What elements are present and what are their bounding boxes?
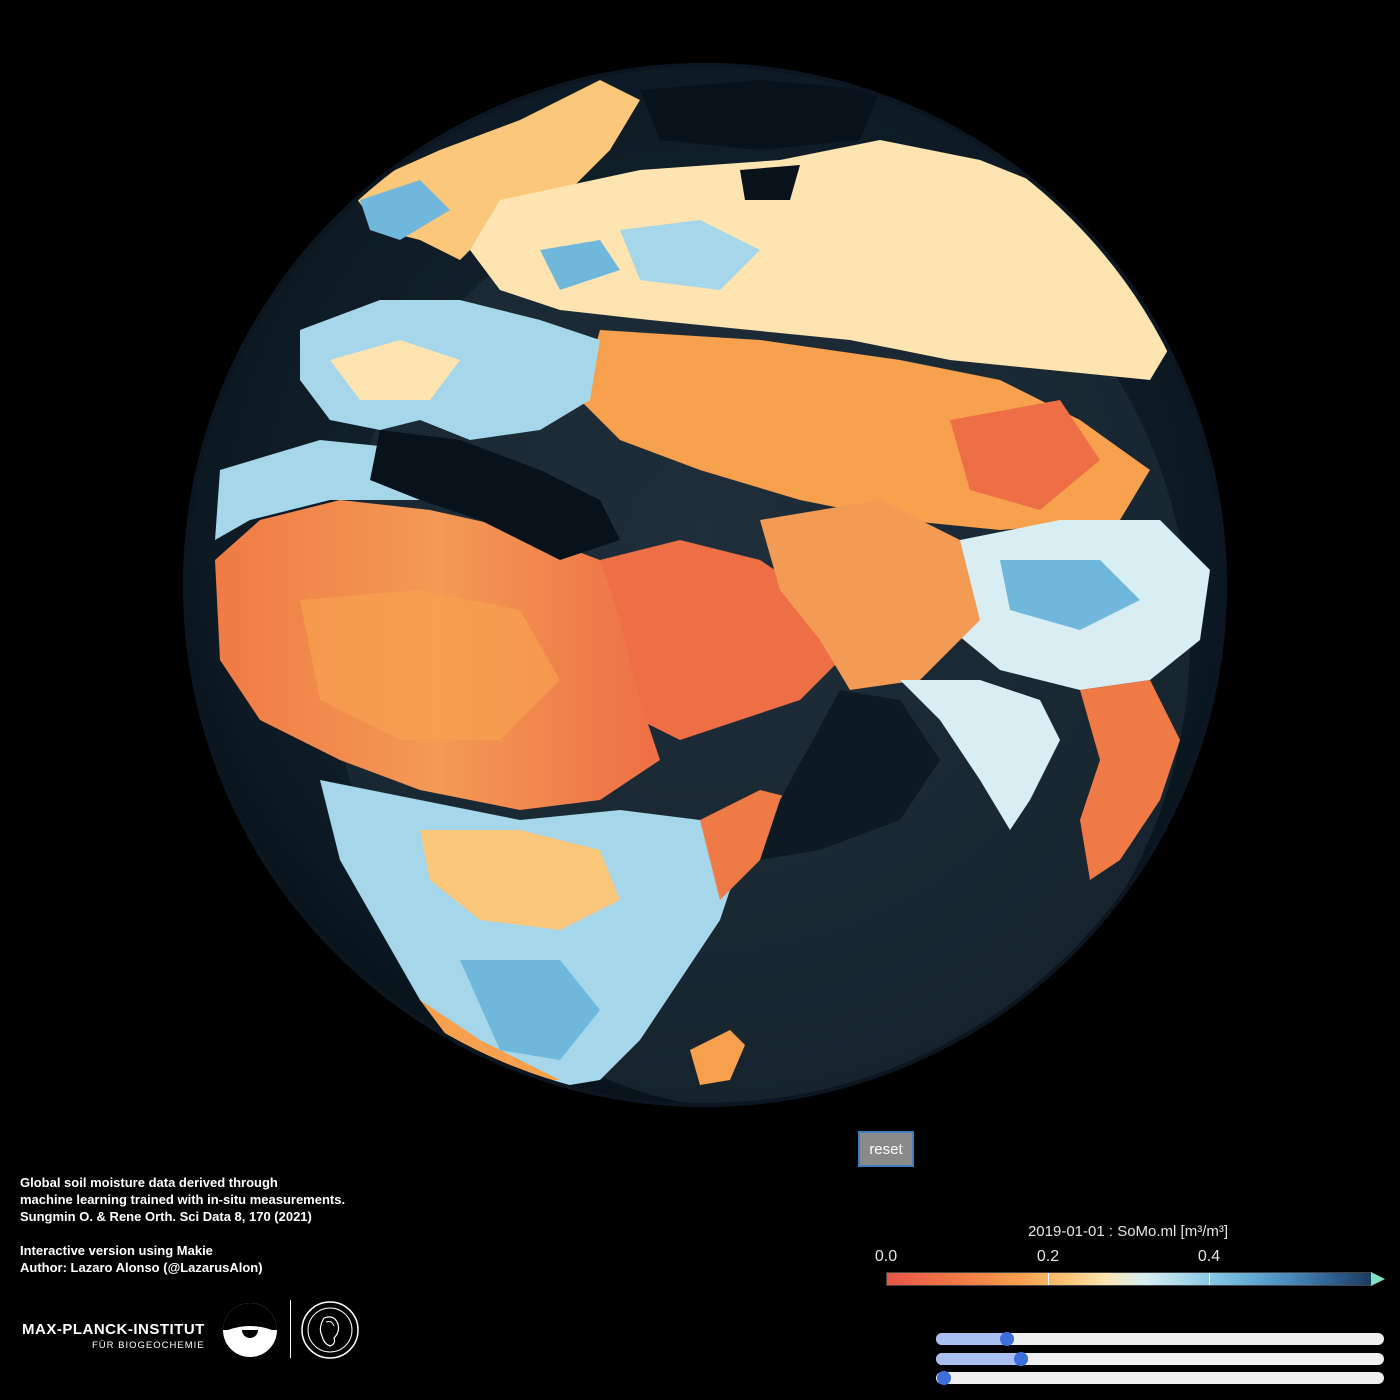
land-madagascar	[690, 1030, 745, 1085]
colorbar-tick-label: 0.0	[874, 1248, 898, 1265]
slider-knob[interactable]	[1013, 1352, 1028, 1366]
credits-line: Sungmin O. & Rene Orth. Sci Data 8, 170 …	[20, 1209, 312, 1224]
colorbar	[886, 1272, 1372, 1286]
logo-divider	[290, 1300, 291, 1358]
colorbar-title: 2019-01-01 : SoMo.ml [m³/m³]	[1027, 1223, 1229, 1240]
credits-line: Interactive version using Makie	[20, 1243, 213, 1258]
land-africa-south	[320, 780, 740, 1090]
colorbar-tick-label: 0.4	[1197, 1248, 1221, 1265]
mpi-logo-sub: FÜR BIOGEOCHEMIE	[92, 1340, 205, 1351]
credits-line: Global soil moisture data derived throug…	[20, 1175, 278, 1190]
minerva-seal-icon	[301, 1301, 359, 1359]
land-india	[900, 680, 1060, 830]
slider-1[interactable]	[936, 1332, 1384, 1346]
slider-3[interactable]	[936, 1371, 1384, 1385]
credits-text: Global soil moisture data derived throug…	[20, 1174, 345, 1276]
colorbar-tick-label: 0.2	[1036, 1248, 1060, 1265]
colorbar-tick	[1209, 1273, 1210, 1285]
slider-fill	[936, 1353, 1028, 1365]
land-russia	[470, 140, 1180, 380]
globe-map[interactable]	[0, 0, 1400, 1120]
mpi-emblem-icon	[223, 1303, 277, 1357]
reset-button[interactable]: reset	[858, 1131, 914, 1167]
colorbar-tick	[1048, 1273, 1049, 1285]
mpi-logo-name: MAX-PLANCK-INSTITUT	[22, 1321, 205, 1338]
slider-2[interactable]	[936, 1352, 1384, 1366]
slider-fill	[936, 1333, 1015, 1345]
credits-line: machine learning trained with in-situ me…	[20, 1192, 346, 1207]
slider-knob[interactable]	[937, 1371, 951, 1385]
mpi-logo: MAX-PLANCK-INSTITUT FÜR BIOGEOCHEMIE	[22, 1300, 367, 1360]
colorbar-highclip-arrow	[1371, 1272, 1385, 1286]
credits-line: Author: Lazaro Alonso (@LazarusAlon)	[20, 1260, 263, 1275]
slider-knob[interactable]	[1000, 1332, 1015, 1346]
